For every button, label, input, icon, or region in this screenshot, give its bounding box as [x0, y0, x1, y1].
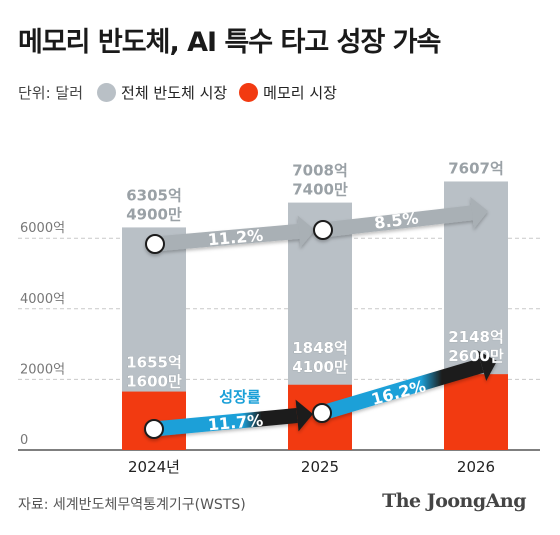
legend-item-total: 전체 반도체 시장 [97, 82, 227, 103]
growth-rate-label: 11.7% [207, 411, 264, 435]
data-label-memory: 2148억 [448, 328, 504, 346]
growth-arrow-memory [144, 399, 313, 439]
arrow-shaft [154, 223, 300, 252]
brand-logo: The JoongAng [382, 490, 526, 512]
growth-rate-label: 16.2% [369, 376, 428, 409]
y-tick-label: 6000억 [20, 221, 65, 236]
growth-arrow-memory [312, 350, 497, 423]
growth-rate-label: 11.2% [207, 226, 264, 250]
arrow-head [477, 350, 497, 381]
data-label-memory: 2600만 [448, 347, 504, 365]
y-tick-label: 4000억 [20, 292, 65, 307]
arrow-start-marker [144, 419, 164, 439]
legend: 단위: 달러 전체 반도체 시장 메모리 시장 [18, 82, 349, 103]
data-label-total: 4900만 [126, 205, 182, 223]
bar-memory [444, 374, 508, 450]
growth-arrow-total [145, 215, 315, 254]
arrow-shaft [319, 358, 484, 421]
data-label-memory: 1848억 [292, 339, 348, 357]
arrow-head [470, 196, 488, 229]
legend-item-memory: 메모리 시장 [239, 82, 337, 103]
source-note: 자료: 세계반도체무역통계기구(WSTS) [18, 497, 246, 513]
legend-label-total: 전체 반도체 시장 [121, 84, 228, 102]
arrow-head [297, 215, 315, 248]
growth-rate-annotation: 성장률 [219, 388, 261, 406]
x-tick-label: 2024년 [128, 458, 180, 476]
data-label-memory: 1655억 [126, 354, 182, 372]
chart-title: 메모리 반도체, AI 특수 타고 성장 가속 [18, 27, 441, 58]
y-tick-label: 0 [20, 433, 28, 448]
data-label-total: 7607억 [448, 159, 504, 177]
arrow-head [295, 399, 313, 432]
arrow-start-marker [313, 220, 333, 240]
data-label-total: 7008억 [292, 162, 348, 180]
y-tick-label: 2000억 [20, 362, 65, 377]
unit-label: 단위: 달러 [18, 84, 84, 102]
x-tick-label: 2025 [301, 458, 339, 476]
growth-arrow-total [313, 196, 488, 240]
legend-swatch-memory [239, 83, 259, 102]
legend-label-memory: 메모리 시장 [263, 84, 337, 102]
data-label-memory: 4100만 [292, 358, 348, 376]
data-label-memory: 1600만 [126, 373, 182, 391]
data-label-total: 7400만 [292, 181, 348, 199]
growth-rate-label: 8.5% [373, 208, 419, 232]
arrow-shaft [322, 205, 473, 238]
arrow-start-marker [312, 403, 332, 423]
data-label-total: 6305억 [126, 186, 182, 204]
arrow-start-marker [145, 234, 165, 254]
arrow-shaft [153, 408, 298, 437]
x-tick-label: 2026 [457, 458, 495, 476]
legend-swatch-total [97, 83, 117, 102]
